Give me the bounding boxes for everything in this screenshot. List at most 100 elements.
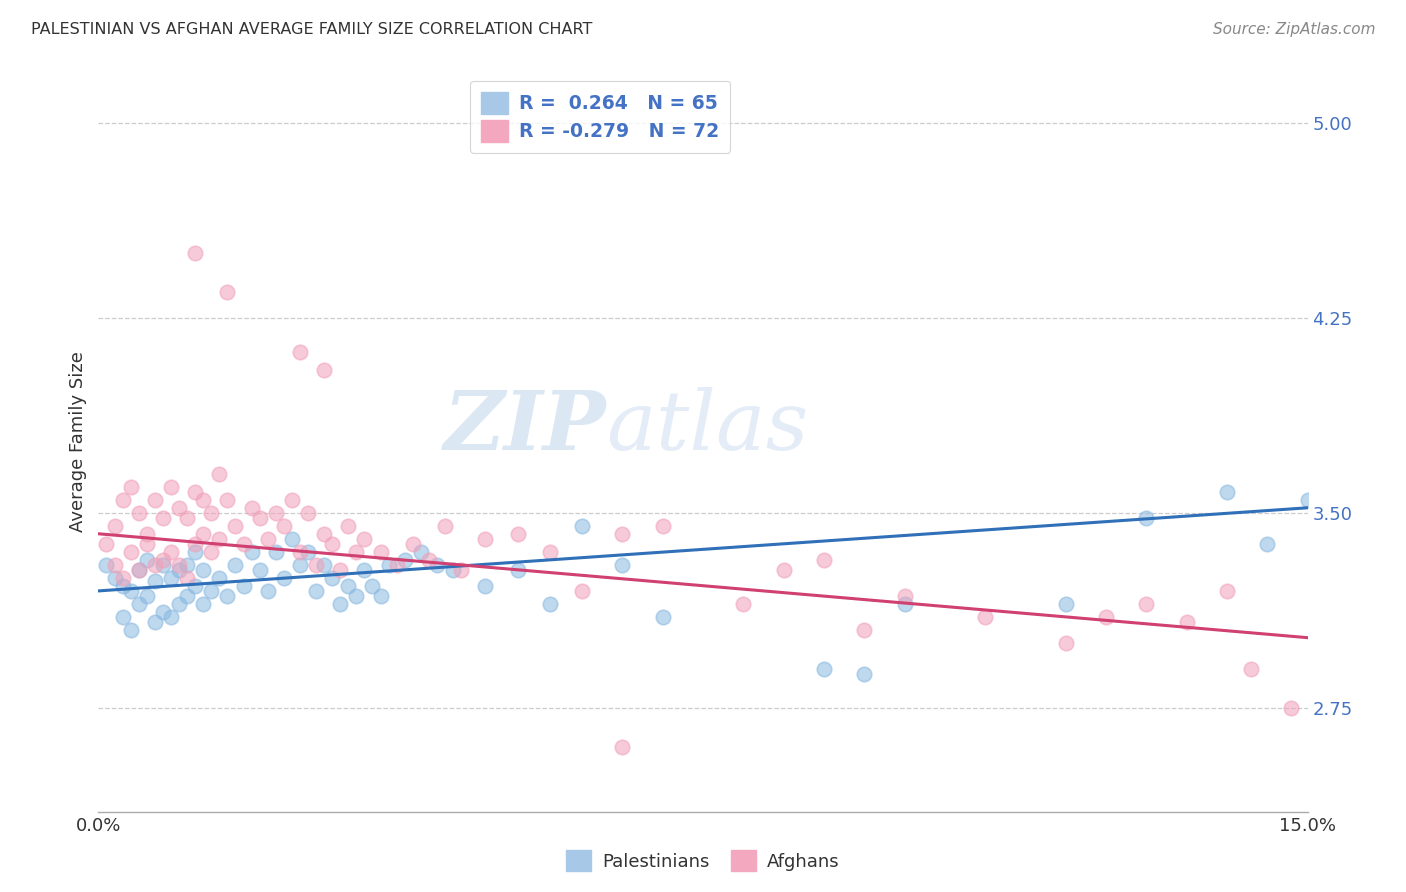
Point xyxy=(288,345,311,359)
Point xyxy=(385,558,408,572)
Point xyxy=(370,589,392,603)
Point xyxy=(167,500,190,515)
Point xyxy=(167,563,190,577)
Point xyxy=(167,597,190,611)
Point xyxy=(337,519,360,533)
Point xyxy=(193,526,215,541)
Point xyxy=(772,563,794,577)
Point xyxy=(402,537,425,551)
Point xyxy=(224,519,246,533)
Point xyxy=(853,623,876,637)
Point xyxy=(208,467,231,481)
Point xyxy=(160,610,183,624)
Point xyxy=(200,583,222,598)
Point xyxy=(176,558,198,572)
Point xyxy=(329,597,352,611)
Point xyxy=(240,545,263,559)
Point xyxy=(450,563,472,577)
Point xyxy=(103,519,125,533)
Point xyxy=(612,558,634,572)
Point xyxy=(1175,615,1198,629)
Point xyxy=(314,526,336,541)
Point xyxy=(353,532,375,546)
Point xyxy=(167,558,190,572)
Point xyxy=(1095,610,1118,624)
Point xyxy=(353,563,375,577)
Point xyxy=(1054,636,1077,650)
Point xyxy=(321,537,343,551)
Text: ZIP: ZIP xyxy=(444,387,606,467)
Point xyxy=(813,662,835,676)
Point xyxy=(314,558,336,572)
Point xyxy=(409,545,432,559)
Point xyxy=(176,511,198,525)
Point xyxy=(111,610,134,624)
Text: Source: ZipAtlas.com: Source: ZipAtlas.com xyxy=(1212,22,1375,37)
Point xyxy=(240,500,263,515)
Point xyxy=(1240,662,1263,676)
Point xyxy=(184,537,207,551)
Point xyxy=(217,493,239,508)
Point xyxy=(224,558,246,572)
Point xyxy=(314,363,336,377)
Point xyxy=(426,558,449,572)
Point xyxy=(135,537,157,551)
Point xyxy=(152,558,174,572)
Point xyxy=(305,558,328,572)
Point xyxy=(176,571,198,585)
Point xyxy=(651,610,673,624)
Point xyxy=(120,583,142,598)
Legend: Palestinians, Afghans: Palestinians, Afghans xyxy=(558,843,848,879)
Point xyxy=(288,545,311,559)
Point xyxy=(571,519,593,533)
Point xyxy=(256,532,278,546)
Point xyxy=(193,493,215,508)
Point xyxy=(184,545,207,559)
Point xyxy=(571,583,593,598)
Point xyxy=(128,563,150,577)
Point xyxy=(103,558,125,572)
Point xyxy=(441,563,464,577)
Point xyxy=(344,545,367,559)
Point xyxy=(184,485,207,500)
Point xyxy=(208,532,231,546)
Point xyxy=(612,739,634,754)
Point xyxy=(297,545,319,559)
Point xyxy=(193,597,215,611)
Point xyxy=(893,597,915,611)
Point xyxy=(135,553,157,567)
Point xyxy=(217,589,239,603)
Point xyxy=(111,579,134,593)
Point xyxy=(538,545,561,559)
Point xyxy=(305,583,328,598)
Point xyxy=(344,589,367,603)
Point xyxy=(264,506,287,520)
Point xyxy=(249,563,271,577)
Point xyxy=(128,597,150,611)
Point xyxy=(103,571,125,585)
Point xyxy=(273,571,295,585)
Point xyxy=(264,545,287,559)
Legend: R =  0.264   N = 65, R = -0.279   N = 72: R = 0.264 N = 65, R = -0.279 N = 72 xyxy=(470,81,730,153)
Point xyxy=(370,545,392,559)
Point xyxy=(281,493,304,508)
Point xyxy=(128,563,150,577)
Point xyxy=(1256,537,1278,551)
Point xyxy=(96,537,118,551)
Point xyxy=(853,667,876,681)
Point xyxy=(160,480,183,494)
Point xyxy=(143,558,166,572)
Point xyxy=(1135,597,1157,611)
Point xyxy=(152,511,174,525)
Point xyxy=(176,589,198,603)
Point xyxy=(394,553,416,567)
Point xyxy=(128,506,150,520)
Point xyxy=(135,526,157,541)
Point xyxy=(200,545,222,559)
Point xyxy=(506,526,529,541)
Point xyxy=(474,579,496,593)
Point xyxy=(143,615,166,629)
Point xyxy=(538,597,561,611)
Point xyxy=(160,545,183,559)
Point xyxy=(143,493,166,508)
